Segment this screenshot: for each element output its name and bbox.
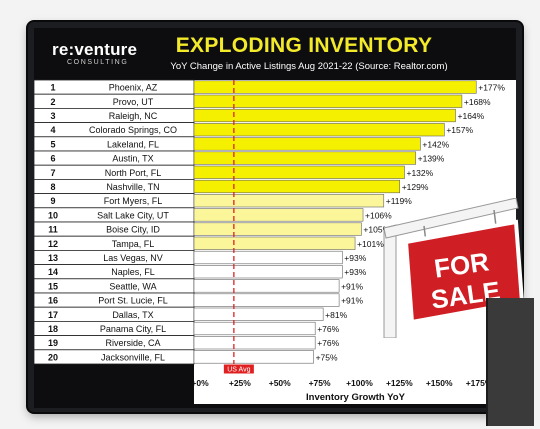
city-label: Jacksonville, FL <box>101 352 165 362</box>
rank-label: 1 <box>50 83 55 93</box>
data-bar <box>193 250 343 265</box>
rank-label: 7 <box>50 168 55 178</box>
city-label: Colorado Springs, CO <box>89 125 177 135</box>
data-label: +105% <box>363 225 390 235</box>
data-bar <box>193 293 340 307</box>
data-label: +93% <box>344 267 366 277</box>
rank-label: 16 <box>48 296 58 306</box>
company-logo: re:venture <box>52 40 138 59</box>
x-tick-label: +50% <box>269 378 291 388</box>
city-label: Tampa, FL <box>112 239 155 249</box>
city-label: Fort Myers, FL <box>104 196 163 206</box>
data-label: +177% <box>478 83 505 93</box>
rank-label: 15 <box>48 281 58 291</box>
x-axis-label: Inventory Growth YoY <box>306 392 406 403</box>
city-label: Riverside, CA <box>105 338 160 348</box>
data-bar <box>193 321 316 336</box>
data-label: +91% <box>341 296 363 306</box>
city-label: Seattle, WA <box>109 281 156 291</box>
x-tick-label: +25% <box>229 378 251 388</box>
data-label: +75% <box>316 352 338 362</box>
x-tick-label: +0% <box>191 378 209 388</box>
x-tick-label: +125% <box>386 378 413 388</box>
city-label: Provo, UT <box>113 97 154 107</box>
x-tick-label: +150% <box>426 378 453 388</box>
sign-post <box>383 224 397 338</box>
rank-label: 17 <box>48 310 58 320</box>
data-label: +139% <box>418 154 445 164</box>
data-bar <box>193 336 316 350</box>
rank-label: 20 <box>48 352 58 362</box>
rank-label: 6 <box>50 154 55 164</box>
chart-title: EXPLODING INVENTORY <box>175 34 433 57</box>
data-bar <box>193 151 416 165</box>
data-bar <box>193 350 314 364</box>
chart-subtitle: YoY Change in Active Listings Aug 2021-2… <box>170 61 448 72</box>
data-bar <box>193 137 421 151</box>
data-bar <box>193 123 445 137</box>
city-label: Phoenix, AZ <box>109 83 158 93</box>
x-tick-label: +100% <box>346 378 373 388</box>
rank-label: 8 <box>50 182 55 192</box>
rank-label: 4 <box>50 125 55 135</box>
data-bar <box>193 265 343 279</box>
data-label: +106% <box>365 210 392 220</box>
data-label: +93% <box>344 253 366 263</box>
rank-label: 5 <box>50 139 55 149</box>
sign-arm <box>383 198 519 239</box>
city-label: Panama City, FL <box>100 324 166 334</box>
rank-label: 14 <box>48 267 58 277</box>
data-bar <box>193 279 340 293</box>
data-bar <box>193 307 324 321</box>
data-bar <box>193 179 401 194</box>
city-label: Naples, FL <box>111 267 155 277</box>
data-label: +101% <box>357 239 384 249</box>
data-bar <box>193 165 405 179</box>
data-label: +76% <box>317 324 339 334</box>
rank-label: 2 <box>50 97 55 107</box>
rank-label: 12 <box>48 239 58 249</box>
rank-label: 18 <box>48 324 58 334</box>
city-label: North Port, FL <box>105 168 162 178</box>
x-tick-label: +175% <box>466 378 493 388</box>
data-bar <box>193 222 362 236</box>
city-label: Lakeland, FL <box>107 139 159 149</box>
data-label: +164% <box>458 111 485 121</box>
data-label: +81% <box>325 310 347 320</box>
city-label: Nashville, TN <box>106 182 159 192</box>
city-label: Austin, TX <box>112 154 153 164</box>
data-label: +76% <box>317 338 339 348</box>
sign-chain-right <box>493 209 497 227</box>
data-label: +132% <box>406 168 433 178</box>
rank-label: 11 <box>48 225 58 235</box>
city-label: Raleigh, NC <box>109 111 158 121</box>
rank-label: 10 <box>48 210 58 220</box>
us-avg-label: US Avg <box>227 367 250 374</box>
city-label: Salt Lake City, UT <box>97 210 169 220</box>
data-label: +91% <box>341 281 363 291</box>
data-bar <box>193 236 356 250</box>
x-tick-label: +75% <box>309 378 331 388</box>
rank-label: 13 <box>48 253 58 263</box>
data-label: +129% <box>402 182 429 192</box>
data-label: +168% <box>464 97 491 107</box>
city-label: Boise City, ID <box>106 225 160 235</box>
data-bar <box>193 108 456 123</box>
data-label: +142% <box>422 139 449 149</box>
data-bar <box>193 208 364 222</box>
data-bar <box>193 80 477 94</box>
company-logo-subtitle: CONSULTING <box>67 59 129 66</box>
rank-label: 19 <box>48 338 58 348</box>
data-bar <box>193 194 385 208</box>
city-label: Port St. Lucie, FL <box>98 296 168 306</box>
foreground-post <box>486 298 534 426</box>
rank-label: 9 <box>50 196 55 206</box>
us-avg-label-box <box>223 364 254 374</box>
data-bar <box>193 94 463 108</box>
data-label: +119% <box>386 196 413 206</box>
rank-label: 3 <box>50 111 55 121</box>
city-label: Dallas, TX <box>112 310 153 320</box>
data-label: +157% <box>446 125 473 135</box>
city-label: Las Vegas, NV <box>103 253 163 263</box>
